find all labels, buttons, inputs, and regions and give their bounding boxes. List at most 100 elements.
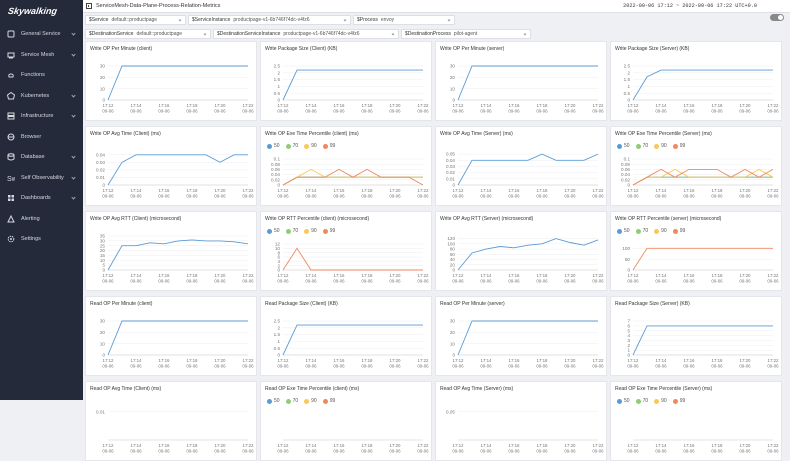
auto-refresh-toggle[interactable] bbox=[770, 14, 784, 21]
sidebar-item-label: Service Mesh bbox=[21, 51, 55, 58]
filter-process[interactable]: $Process envoy bbox=[353, 15, 455, 25]
x-tick-label: 17:14 bbox=[306, 103, 318, 108]
x-tick-label: 17:16 bbox=[509, 188, 521, 193]
filter-destinationprocess[interactable]: $DestinationProcess pilot-agent bbox=[401, 29, 531, 39]
legend-item[interactable]: 99 bbox=[672, 228, 685, 234]
filter-service[interactable]: $Service default::productpage bbox=[85, 15, 186, 25]
y-tick-label: 0 bbox=[452, 98, 455, 103]
x-tick-date: 09-06 bbox=[417, 109, 429, 114]
metric-card[interactable]: Write OP Avg RTT (Server) (microsecond) 0… bbox=[435, 211, 607, 291]
sidebar-item-functions[interactable]: Functions bbox=[0, 65, 83, 86]
x-tick-date: 09-06 bbox=[711, 449, 723, 454]
sidebar-item-self-observability[interactable]: Sw Self Observability bbox=[0, 168, 83, 189]
y-tick-label: 0 bbox=[452, 268, 455, 273]
y-tick-label: 0 bbox=[452, 183, 455, 188]
metric-card[interactable]: Read Package Size (Server) (KB) 0 1 2 3 4 5 6 7 1… bbox=[610, 296, 782, 376]
metric-chart: 010203017:1209-0617:1409-0617:1609-0617:… bbox=[450, 319, 604, 369]
filter-serviceinstance[interactable]: $ServiceInstance productpage-v1-6b746f74d… bbox=[188, 15, 351, 25]
x-tick-label: 17:12 bbox=[453, 358, 465, 363]
metric-card[interactable]: Write OP Per Minute (server) 0 10 20 30 17:12… bbox=[435, 41, 607, 121]
legend-item[interactable]: 99 bbox=[322, 228, 335, 234]
legend-item[interactable]: 90 bbox=[654, 228, 667, 234]
metric-card[interactable]: Write OP Exe Time Percentile (Server) (m… bbox=[610, 126, 782, 206]
legend-item[interactable]: 90 bbox=[304, 228, 317, 234]
y-tick-label: 0.01 bbox=[96, 175, 105, 180]
sidebar-item-dashboards[interactable]: Dashboards bbox=[0, 188, 83, 209]
x-tick-label: 17:12 bbox=[103, 358, 115, 363]
sidebar-item-database[interactable]: Database bbox=[0, 147, 83, 168]
legend-item[interactable]: 50 bbox=[617, 228, 630, 234]
filter-destinationserviceinstance[interactable]: $DestinationServiceInstance productpage-v… bbox=[213, 29, 399, 39]
metric-card-title: Read OP Per Minute (client) bbox=[90, 301, 153, 307]
time-range[interactable]: 2022-09-06 17:12 ~ 2022-09-06 17:22 UTC+… bbox=[623, 3, 757, 9]
x-tick-label: 17:16 bbox=[159, 443, 171, 448]
series-line-orange bbox=[282, 247, 423, 271]
metric-card-title: Write OP Avg Time (Server) (ms) bbox=[440, 131, 513, 137]
x-tick-label: 17:14 bbox=[306, 188, 318, 193]
legend-item[interactable]: 99 bbox=[322, 143, 335, 149]
metric-card[interactable]: Write OP Avg Time (Server) (ms) 0 0.01 0.02… bbox=[435, 126, 607, 206]
sidebar-item-browser[interactable]: Browser bbox=[0, 127, 83, 148]
x-tick-label: 17:14 bbox=[656, 358, 668, 363]
legend-dot-icon bbox=[654, 143, 660, 149]
svg-text:Sw: Sw bbox=[7, 176, 15, 182]
x-tick-label: 17:14 bbox=[656, 188, 668, 193]
x-tick-label: 17:14 bbox=[656, 103, 668, 108]
x-tick-date: 09-06 bbox=[452, 449, 464, 454]
legend-item[interactable]: 70 bbox=[635, 143, 648, 149]
menu-toggle-icon[interactable] bbox=[86, 3, 92, 9]
y-tick-label: 0.03 bbox=[446, 164, 455, 169]
metric-card[interactable]: Read OP Per Minute (server) 0 10 20 30 17:12 0… bbox=[435, 296, 607, 376]
filter-destinationservice[interactable]: $DestinationService default::productpage bbox=[85, 29, 211, 39]
x-tick-date: 09-06 bbox=[767, 364, 779, 369]
metric-card[interactable]: Write OP Exe Time Percentile (client) (m… bbox=[260, 126, 432, 206]
metric-card[interactable]: Write OP Per Minute (client) 0 10 20 30 17:12… bbox=[85, 41, 257, 121]
x-tick-label: 17:22 bbox=[243, 443, 255, 448]
metric-card[interactable]: Read OP Per Minute (client) 0 10 20 30 17:12 0… bbox=[85, 296, 257, 376]
legend-item[interactable]: 70 bbox=[285, 143, 298, 149]
metric-card[interactable]: Write OP Avg RTT (Client) (microsecond) 0… bbox=[85, 211, 257, 291]
legend-item[interactable]: 90 bbox=[304, 143, 317, 149]
x-tick-date: 09-06 bbox=[102, 279, 114, 284]
series-line-blue bbox=[457, 238, 599, 271]
metric-card[interactable]: Write OP Avg Time (Client) (ms) 0 0.01 0.02… bbox=[85, 126, 257, 206]
x-tick-label: 17:12 bbox=[628, 103, 640, 108]
y-tick-label: 0.01 bbox=[96, 409, 105, 414]
x-tick-label: 17:16 bbox=[509, 443, 521, 448]
sidebar-item-alerting[interactable]: Alerting bbox=[0, 209, 83, 230]
sidebar-item-general-service[interactable]: General Service bbox=[0, 24, 83, 45]
metric-card[interactable]: Read OP Exe Time Percentile (client) (ms… bbox=[260, 381, 432, 461]
sidebar-item-kubernetes[interactable]: Kubernetes bbox=[0, 86, 83, 107]
sidebar-item-infrastructure[interactable]: Infrastructure bbox=[0, 106, 83, 127]
x-tick-date: 09-06 bbox=[711, 194, 723, 199]
sidebar-item-service-mesh[interactable]: Service Mesh bbox=[0, 45, 83, 66]
y-tick-label: 0 bbox=[277, 183, 280, 188]
y-tick-label: 20 bbox=[100, 248, 106, 253]
legend-item[interactable]: 50 bbox=[267, 143, 280, 149]
y-tick-label: 0.5 bbox=[274, 346, 281, 351]
brand-logo[interactable]: Skywalking bbox=[0, 0, 83, 24]
metric-card[interactable]: Write OP RTT Percentile (server) (micros… bbox=[610, 211, 782, 291]
y-tick-label: 1 bbox=[627, 348, 630, 353]
legend-item[interactable]: 50 bbox=[267, 228, 280, 234]
legend-item[interactable]: 70 bbox=[635, 228, 648, 234]
x-tick-date: 09-06 bbox=[277, 364, 289, 369]
legend-item[interactable]: 90 bbox=[654, 143, 667, 149]
metric-card[interactable]: Read OP Avg Time (Server) (ms) 0.05 17:12 0… bbox=[435, 381, 607, 461]
x-tick-date: 09-06 bbox=[102, 109, 114, 114]
legend-item[interactable]: 50 bbox=[617, 143, 630, 149]
sidebar-item-settings[interactable]: Settings bbox=[0, 229, 83, 250]
metric-card[interactable]: Write Package Size (Server) (KB) 0 0.5 1 1.5… bbox=[610, 41, 782, 121]
legend-item[interactable]: 99 bbox=[672, 143, 685, 149]
metric-card[interactable]: Write Package Size (Client) (KB) 0 0.5 1 1.5… bbox=[260, 41, 432, 121]
metric-card[interactable]: Read OP Avg Time (Client) (ms) 0.01 17:12 0… bbox=[85, 381, 257, 461]
x-tick-date: 09-06 bbox=[186, 194, 198, 199]
legend-item[interactable]: 70 bbox=[285, 228, 298, 234]
y-tick-label: 10 bbox=[275, 246, 281, 251]
metric-card[interactable]: Read OP Exe Time Percentile (Server) (ms… bbox=[610, 381, 782, 461]
service-mesh-icon bbox=[7, 51, 15, 59]
metric-card[interactable]: Read Package Size (Client) (KB) 0 0.5 1 1.5 2… bbox=[260, 296, 432, 376]
x-tick-label: 17:18 bbox=[187, 188, 199, 193]
y-tick-label: 120 bbox=[447, 236, 455, 241]
metric-card[interactable]: Write OP RTT Percentile (client) (micros… bbox=[260, 211, 432, 291]
